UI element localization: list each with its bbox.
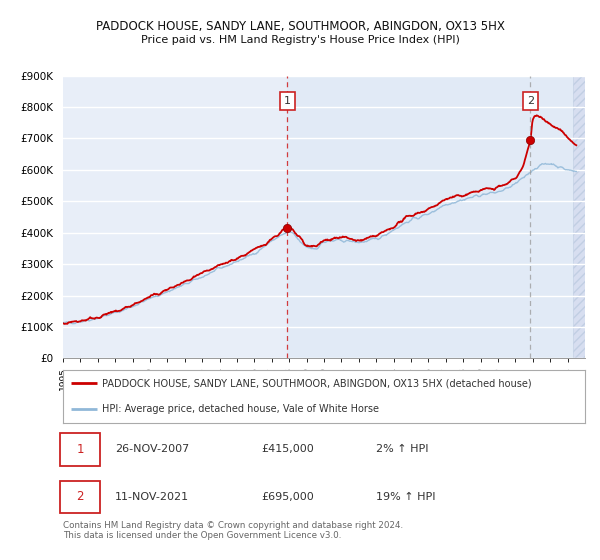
Text: PADDOCK HOUSE, SANDY LANE, SOUTHMOOR, ABINGDON, OX13 5HX: PADDOCK HOUSE, SANDY LANE, SOUTHMOOR, AB… bbox=[95, 20, 505, 32]
Bar bbox=[573, 76, 585, 358]
Text: Contains HM Land Registry data © Crown copyright and database right 2024.
This d: Contains HM Land Registry data © Crown c… bbox=[63, 521, 403, 540]
Text: £415,000: £415,000 bbox=[262, 445, 314, 454]
Text: 1: 1 bbox=[284, 96, 291, 106]
FancyBboxPatch shape bbox=[61, 481, 100, 513]
Text: PADDOCK HOUSE, SANDY LANE, SOUTHMOOR, ABINGDON, OX13 5HX (detached house): PADDOCK HOUSE, SANDY LANE, SOUTHMOOR, AB… bbox=[102, 379, 532, 389]
Text: 2% ↑ HPI: 2% ↑ HPI bbox=[376, 445, 428, 454]
Text: £695,000: £695,000 bbox=[262, 492, 314, 502]
Text: 19% ↑ HPI: 19% ↑ HPI bbox=[376, 492, 436, 502]
Text: 1: 1 bbox=[76, 443, 84, 456]
Text: Price paid vs. HM Land Registry's House Price Index (HPI): Price paid vs. HM Land Registry's House … bbox=[140, 35, 460, 45]
FancyBboxPatch shape bbox=[61, 433, 100, 465]
Text: 11-NOV-2021: 11-NOV-2021 bbox=[115, 492, 190, 502]
Text: 2: 2 bbox=[76, 491, 84, 503]
Text: 26-NOV-2007: 26-NOV-2007 bbox=[115, 445, 190, 454]
Bar bbox=[287, 76, 573, 358]
Text: HPI: Average price, detached house, Vale of White Horse: HPI: Average price, detached house, Vale… bbox=[102, 404, 379, 414]
Text: 2: 2 bbox=[527, 96, 534, 106]
